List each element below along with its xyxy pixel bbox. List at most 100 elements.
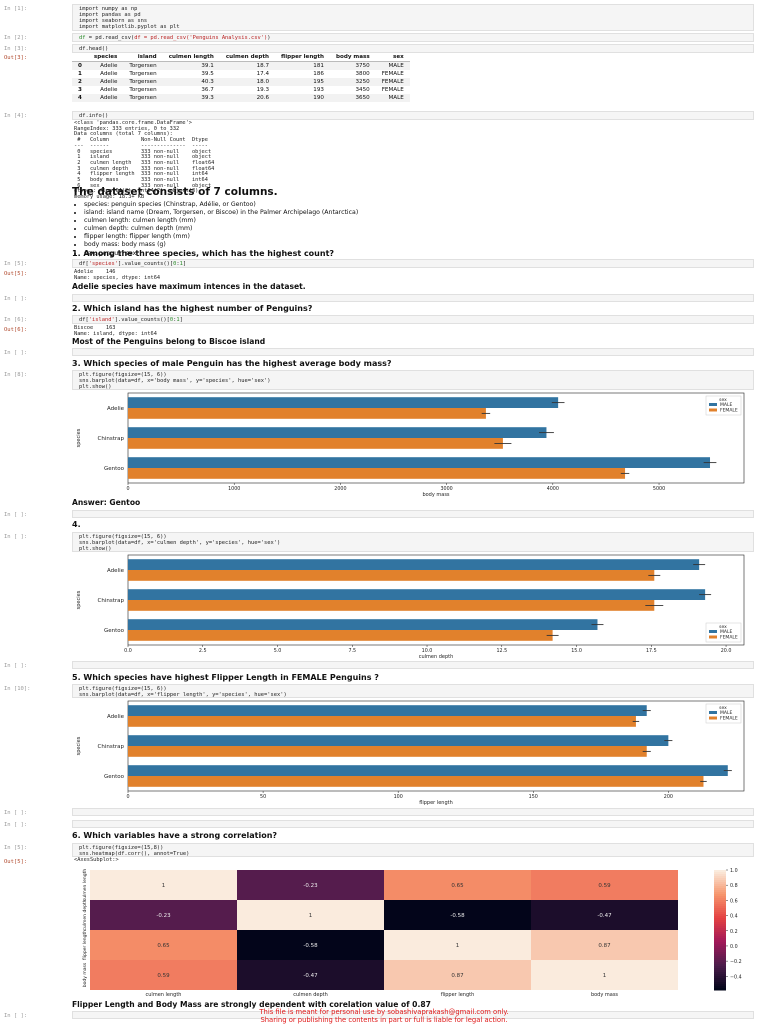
heatmap-cell	[90, 960, 237, 990]
table-cell: 20.6	[219, 94, 276, 102]
empty-code-cell[interactable]	[72, 1011, 754, 1019]
colorbar-segment	[714, 928, 726, 931]
bar-male	[128, 765, 728, 776]
colorbar-tick-label: 0.6	[730, 898, 738, 904]
code-cell-heatmap[interactable]: plt.figure(figsize=(15,8)) sns.heatmap(d…	[72, 843, 754, 857]
code-cell-barplot-culmen-depth[interactable]: plt.figure(figsize=(15, 6)) sns.barplot(…	[72, 532, 754, 552]
code-text: df['species'].value_counts()[0:1]	[79, 261, 187, 267]
cell-prompt: In [ ]:	[4, 810, 28, 816]
heatmap-cell	[90, 870, 237, 900]
code-cell-head[interactable]: df.head()	[72, 44, 754, 53]
x-tick-label: 2.5	[199, 648, 207, 654]
colorbar-segment	[714, 876, 726, 879]
bar-male	[128, 457, 711, 468]
colorbar-segment	[714, 986, 726, 989]
x-tick-label: 150	[529, 794, 538, 800]
x-tick-label: culmen length	[146, 992, 182, 998]
heatmap-output-repr: <AxesSubplot:>	[74, 857, 119, 863]
colorbar-segment	[714, 880, 726, 883]
code-cell-species-count[interactable]: df['species'].value_counts()[0:1]	[72, 259, 754, 268]
y-tick-label: culmen depth	[82, 899, 88, 930]
x-tick-label: 15.0	[571, 648, 582, 654]
x-tick-label: 7.5	[348, 648, 356, 654]
colorbar-segment	[714, 888, 726, 891]
cell-prompt: In [3]:	[4, 46, 28, 52]
row-index: 3	[78, 87, 82, 93]
code-text: df.info()	[79, 113, 109, 119]
code-text: df = pd.read_csv(df = pd.read_csv('Pengu…	[79, 35, 271, 41]
heatmap-annotation: -0.47	[597, 913, 612, 919]
code-cell-barplot-body-mass[interactable]: plt.figure(figsize=(15, 6)) sns.barplot(…	[72, 370, 754, 390]
bar-female	[128, 468, 626, 479]
x-tick-label: 50	[260, 794, 266, 800]
empty-code-cell[interactable]	[72, 510, 754, 518]
colorbar-segment	[714, 952, 726, 955]
colorbar-segment	[714, 892, 726, 895]
colorbar-segment	[714, 908, 726, 911]
empty-code-cell[interactable]	[72, 294, 754, 302]
heatmap-cell	[237, 870, 384, 900]
notice-line-2: Sharing or publishing the contents in pa…	[260, 1016, 508, 1024]
dataset-heading: The dataset consists of 7 columns.	[72, 186, 278, 198]
empty-code-cell[interactable]	[72, 808, 754, 816]
colorbar-segment	[714, 930, 726, 933]
heatmap-annotation: 1	[309, 913, 313, 919]
bar-male	[128, 397, 559, 408]
colorbar-tick-label: 0.4	[730, 914, 738, 920]
heatmap-cell	[90, 930, 237, 960]
colorbar-segment	[714, 914, 726, 917]
colorbar-segment	[714, 958, 726, 961]
table-cell: Torgersen	[123, 61, 163, 70]
table-cell: 18.0	[219, 78, 276, 86]
x-tick-label: 100	[394, 794, 403, 800]
heatmap-annotation: -0.23	[156, 913, 171, 919]
row-index: 4	[72, 94, 88, 102]
category-label: Adelie	[107, 568, 125, 574]
table-cell: FEMALE	[381, 71, 404, 77]
code-cell-imports[interactable]: import numpy as np import pandas as pd i…	[72, 4, 754, 31]
colorbar-segment	[714, 918, 726, 921]
code-text: plt.figure(figsize=(15,8)) sns.heatmap(d…	[79, 845, 190, 858]
empty-code-cell[interactable]	[72, 661, 754, 669]
code-cell-island-count[interactable]: df['island'].value_counts()[0:1]	[72, 315, 754, 324]
code-cell-barplot-flipper[interactable]: plt.figure(figsize=(15, 6)) sns.barplot(…	[72, 684, 754, 698]
empty-code-cell[interactable]	[72, 348, 754, 356]
bar-female	[128, 570, 655, 581]
heatmap-annotation: 0.59	[157, 973, 170, 979]
q6-answer: Flipper Length and Body Mass are strongl…	[72, 1000, 431, 1009]
correlation-heatmap: 1 -0.23 0.65 0.59 -0.23 1 -0.58 -0.47 0.65 -0.58 1…	[82, 868, 742, 998]
category-label: Adelie	[107, 714, 125, 720]
legend-swatch	[709, 403, 717, 406]
list-item: flipper length: flipper length (mm)	[84, 233, 358, 241]
colorbar-segment	[714, 962, 726, 965]
heatmap-cell	[237, 960, 384, 990]
list-item: body mass: body mass (g)	[84, 241, 358, 249]
heatmap-cell	[531, 900, 678, 930]
table-cell: Adelie	[87, 78, 124, 86]
category-label: Chinstrap	[98, 436, 125, 442]
table-row: 3 Adelie Torgersen 36.7 19.3 193 3450 FEMALE	[72, 86, 410, 94]
empty-code-cell[interactable]	[72, 820, 754, 828]
table-cell: Adelie	[87, 61, 124, 70]
cell-prompt: In [4]:	[4, 113, 28, 119]
row-index: 2	[72, 78, 88, 86]
heatmap-cell	[384, 930, 531, 960]
info-output: <class 'pandas.core.frame.DataFrame'> Ra…	[74, 120, 215, 201]
code-cell-read-csv[interactable]: df = pd.read_csv(df = pd.read_csv('Pengu…	[72, 33, 754, 42]
table-cell: 39.1	[162, 61, 220, 70]
table-cell: 39.3	[162, 94, 220, 102]
heatmap-cell	[531, 870, 678, 900]
x-tick-label: 0	[126, 794, 129, 800]
cell-prompt: In [ ]:	[4, 1013, 28, 1019]
table-row: 4 Adelie Torgersen 39.3 20.6 190 3650 MALE	[72, 94, 410, 102]
code-text: df.head()	[79, 46, 109, 52]
table-cell: 40.3	[162, 78, 220, 86]
code-text: import numpy as np import pandas as pd i…	[79, 6, 180, 31]
heatmap-annotation: -0.23	[303, 883, 318, 889]
x-axis-label: culmen depth	[419, 654, 454, 659]
x-tick-label: 12.5	[496, 648, 507, 654]
heatmap-annotation: -0.47	[303, 973, 318, 979]
bar-female	[128, 438, 503, 449]
code-cell-info[interactable]: df.info()	[72, 111, 754, 120]
heatmap-annotation: 1	[162, 883, 166, 889]
